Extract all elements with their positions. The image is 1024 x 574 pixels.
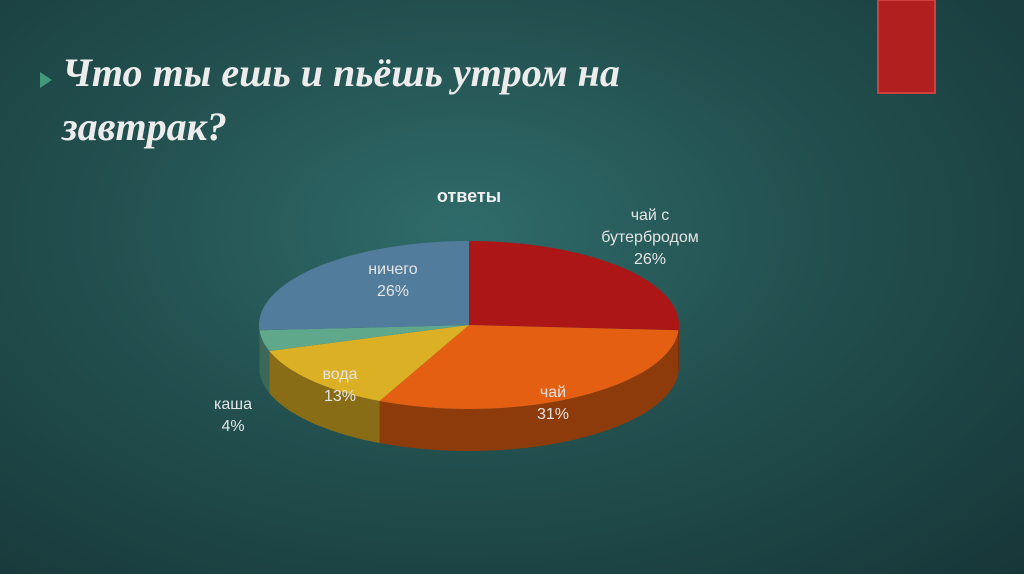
data-label: ничего 26% bbox=[368, 261, 417, 300]
bullet bbox=[40, 72, 52, 88]
label-line: чай с bbox=[631, 207, 670, 224]
slide-heading: Что ты ешь и пьёшь утром на завтрак? bbox=[62, 50, 620, 149]
label-name: вода bbox=[322, 366, 357, 383]
accent-bar bbox=[877, 0, 936, 94]
slice-side bbox=[269, 350, 380, 444]
slice bbox=[379, 325, 679, 409]
chart-title: ответы bbox=[437, 186, 501, 206]
label-value: 4% bbox=[221, 418, 244, 435]
slice bbox=[269, 325, 469, 402]
data-label: чай 31% bbox=[537, 384, 569, 423]
label-value: 31% bbox=[537, 406, 569, 423]
label-name: ничего bbox=[368, 261, 417, 278]
label-value: 13% bbox=[324, 388, 356, 405]
label-line: чай bbox=[540, 384, 566, 401]
label-name: чай с бутербродом bbox=[601, 207, 699, 246]
data-label: вода 13% bbox=[322, 366, 357, 405]
slice bbox=[259, 325, 469, 351]
label-line: вода bbox=[322, 366, 357, 383]
label-line: ничего bbox=[368, 261, 417, 278]
label-line: каша bbox=[214, 396, 252, 413]
data-label: чай с бутербродом 26% bbox=[601, 207, 699, 268]
label-name: чай bbox=[540, 384, 566, 401]
label-value: 26% bbox=[634, 251, 666, 268]
label-value: 26% bbox=[377, 283, 409, 300]
slice-side bbox=[379, 330, 679, 451]
slice bbox=[259, 241, 469, 331]
label-name: каша bbox=[214, 396, 252, 413]
data-label: каша 4% bbox=[214, 396, 252, 435]
slice bbox=[469, 241, 679, 331]
slice-side bbox=[259, 330, 270, 393]
label-line: бутербродом bbox=[601, 229, 699, 246]
